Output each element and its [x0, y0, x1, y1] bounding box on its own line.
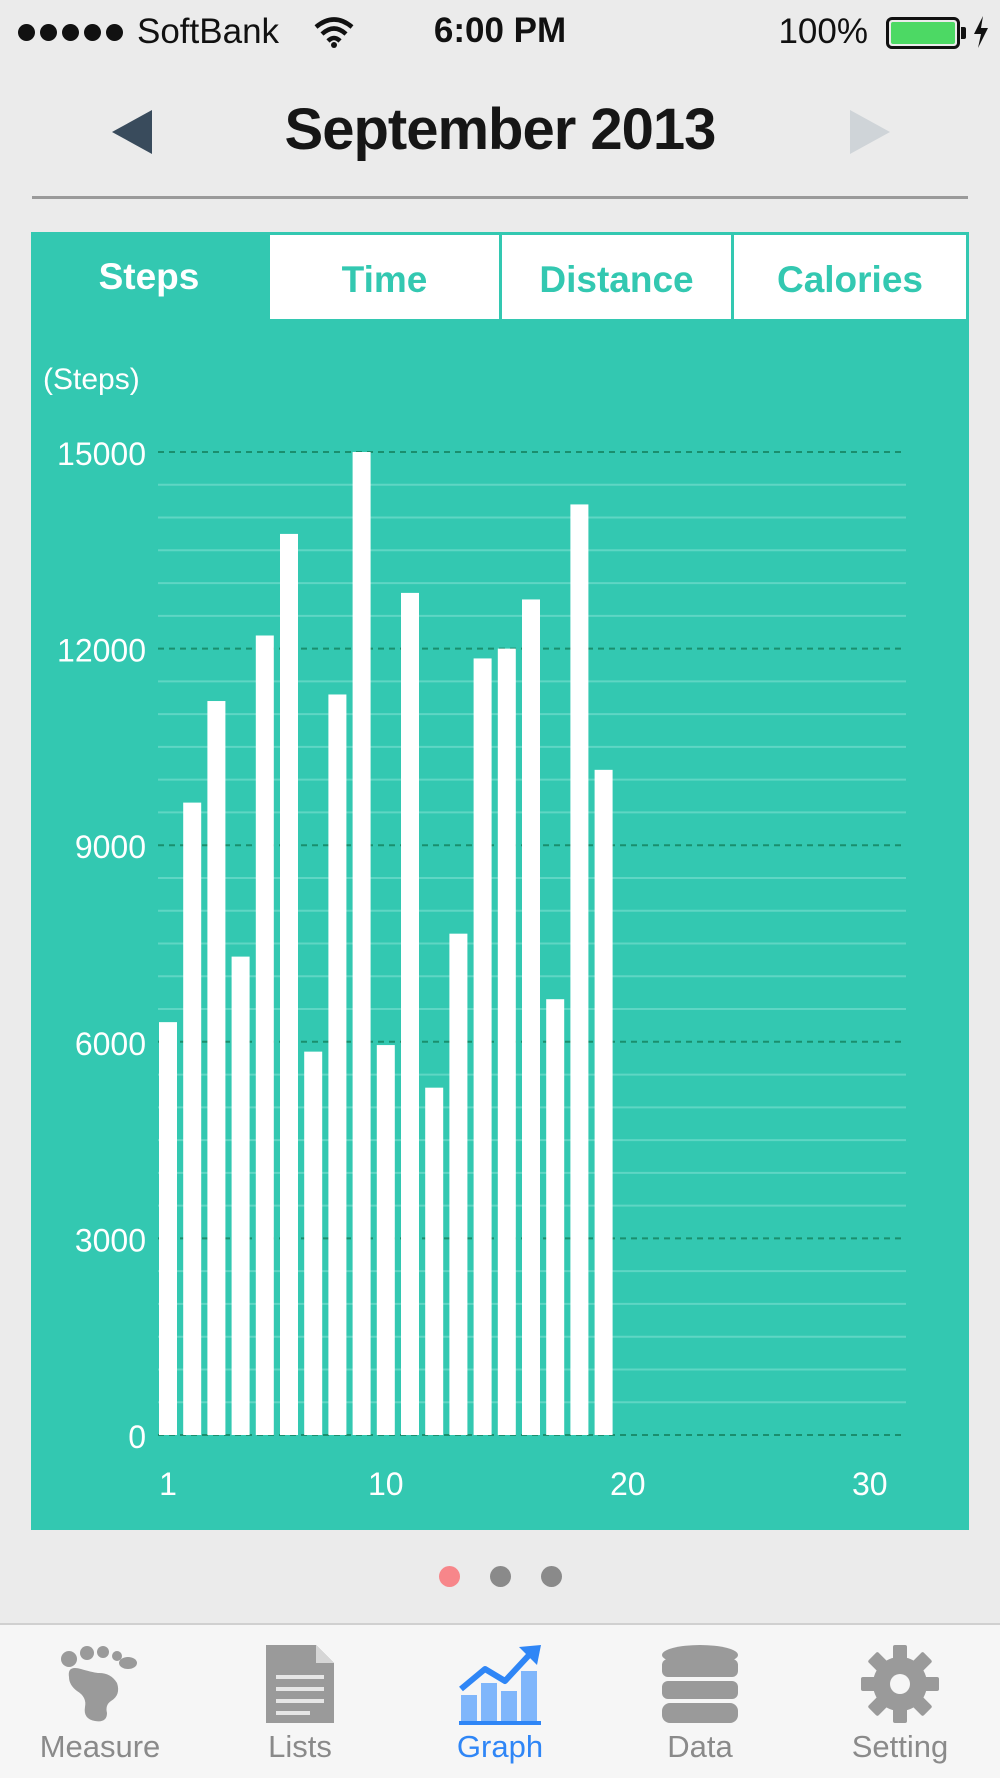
bar-day-5 [255, 635, 274, 1435]
bar-day-10 [376, 1045, 395, 1435]
previous-month-icon[interactable] [112, 110, 152, 154]
graph-icon [459, 1645, 541, 1725]
steps-bar-chart: 0 3000 6000 9000 12000 15000 (Steps) 1 10 20 30 [43, 363, 906, 1502]
carrier-name: SoftBank [137, 12, 280, 51]
page-dot-3[interactable] [540, 1566, 562, 1587]
y-axis-label: (Steps) [43, 363, 140, 396]
bar-day-12 [425, 1087, 444, 1435]
bar-day-6 [280, 533, 298, 1435]
y-tick-label: 12000 [57, 633, 146, 669]
bar-day-8 [328, 694, 347, 1435]
x-tick-label: 20 [610, 1466, 646, 1502]
tab-calories[interactable]: Calories [731, 232, 969, 322]
next-month-icon[interactable] [850, 110, 890, 154]
header-divider [32, 196, 968, 199]
y-tick-label: 0 [128, 1419, 146, 1455]
battery-icon [886, 17, 960, 49]
tab-bar-label: Lists [268, 1729, 332, 1764]
chart-panel: 0 3000 6000 9000 12000 15000 (Steps) 1 10 20 30 St… [31, 232, 969, 1530]
bar-day-3 [207, 701, 226, 1435]
bar-day-18 [570, 504, 589, 1436]
bar-day-15 [497, 648, 516, 1435]
tab-bar-lists[interactable]: Lists [200, 1625, 400, 1778]
footprint-icon [61, 1646, 137, 1722]
bar-day-14 [473, 658, 492, 1435]
bar-day-4 [231, 956, 250, 1435]
bar-day-13 [449, 933, 468, 1435]
x-tick-label: 10 [368, 1466, 404, 1502]
bar-day-1 [159, 1022, 177, 1435]
battery-nub [961, 27, 966, 39]
bar-day-11 [401, 592, 419, 1435]
tab-bar-graph[interactable]: Graph [400, 1625, 600, 1778]
tab-bar-setting[interactable]: Setting [800, 1625, 1000, 1778]
page-dot-2[interactable] [489, 1566, 511, 1587]
y-tick-label: 6000 [75, 1026, 146, 1062]
bar-day-7 [304, 1051, 323, 1435]
signal-strength-icon [18, 24, 123, 41]
tab-bar-label: Setting [851, 1729, 949, 1764]
gear-icon [861, 1645, 939, 1723]
y-tick-label: 3000 [75, 1222, 146, 1258]
y-tick-label: 15000 [57, 436, 146, 472]
page-indicator [0, 1566, 1000, 1587]
status-time: 6:00 PM [433, 11, 567, 50]
bar-day-16 [522, 599, 540, 1435]
bar-day-19 [594, 769, 613, 1435]
tab-bar: Measure Lists Graph D [0, 1623, 1000, 1778]
month-header: September 2013 [0, 80, 1000, 190]
tab-bar-label: Data [667, 1729, 733, 1764]
database-icon [662, 1645, 738, 1723]
page-dot-1[interactable] [438, 1566, 460, 1587]
wifi-icon [314, 17, 354, 48]
metric-tabs: Steps Time Distance Calories [31, 232, 969, 322]
tab-distance[interactable]: Distance [499, 232, 734, 322]
x-tick-label: 30 [852, 1466, 888, 1502]
document-icon [266, 1645, 334, 1723]
month-title: September 2013 [284, 97, 717, 162]
tab-bar-measure[interactable]: Measure [0, 1625, 200, 1778]
x-tick-label: 1 [159, 1466, 177, 1502]
tab-bar-data[interactable]: Data [600, 1625, 800, 1778]
status-bar: SoftBank 6:00 PM 100% [0, 0, 1000, 66]
tab-bar-label: Graph [456, 1729, 544, 1764]
bar-day-2 [183, 802, 202, 1435]
bar-day-17 [546, 999, 565, 1435]
battery-percentage: 100% [778, 12, 868, 51]
bar-day-9 [352, 452, 371, 1435]
tab-steps[interactable]: Steps [31, 232, 267, 322]
tab-time[interactable]: Time [267, 232, 502, 322]
charging-bolt-icon [974, 16, 988, 48]
y-tick-label: 9000 [75, 829, 146, 865]
tab-bar-label: Measure [39, 1729, 161, 1764]
